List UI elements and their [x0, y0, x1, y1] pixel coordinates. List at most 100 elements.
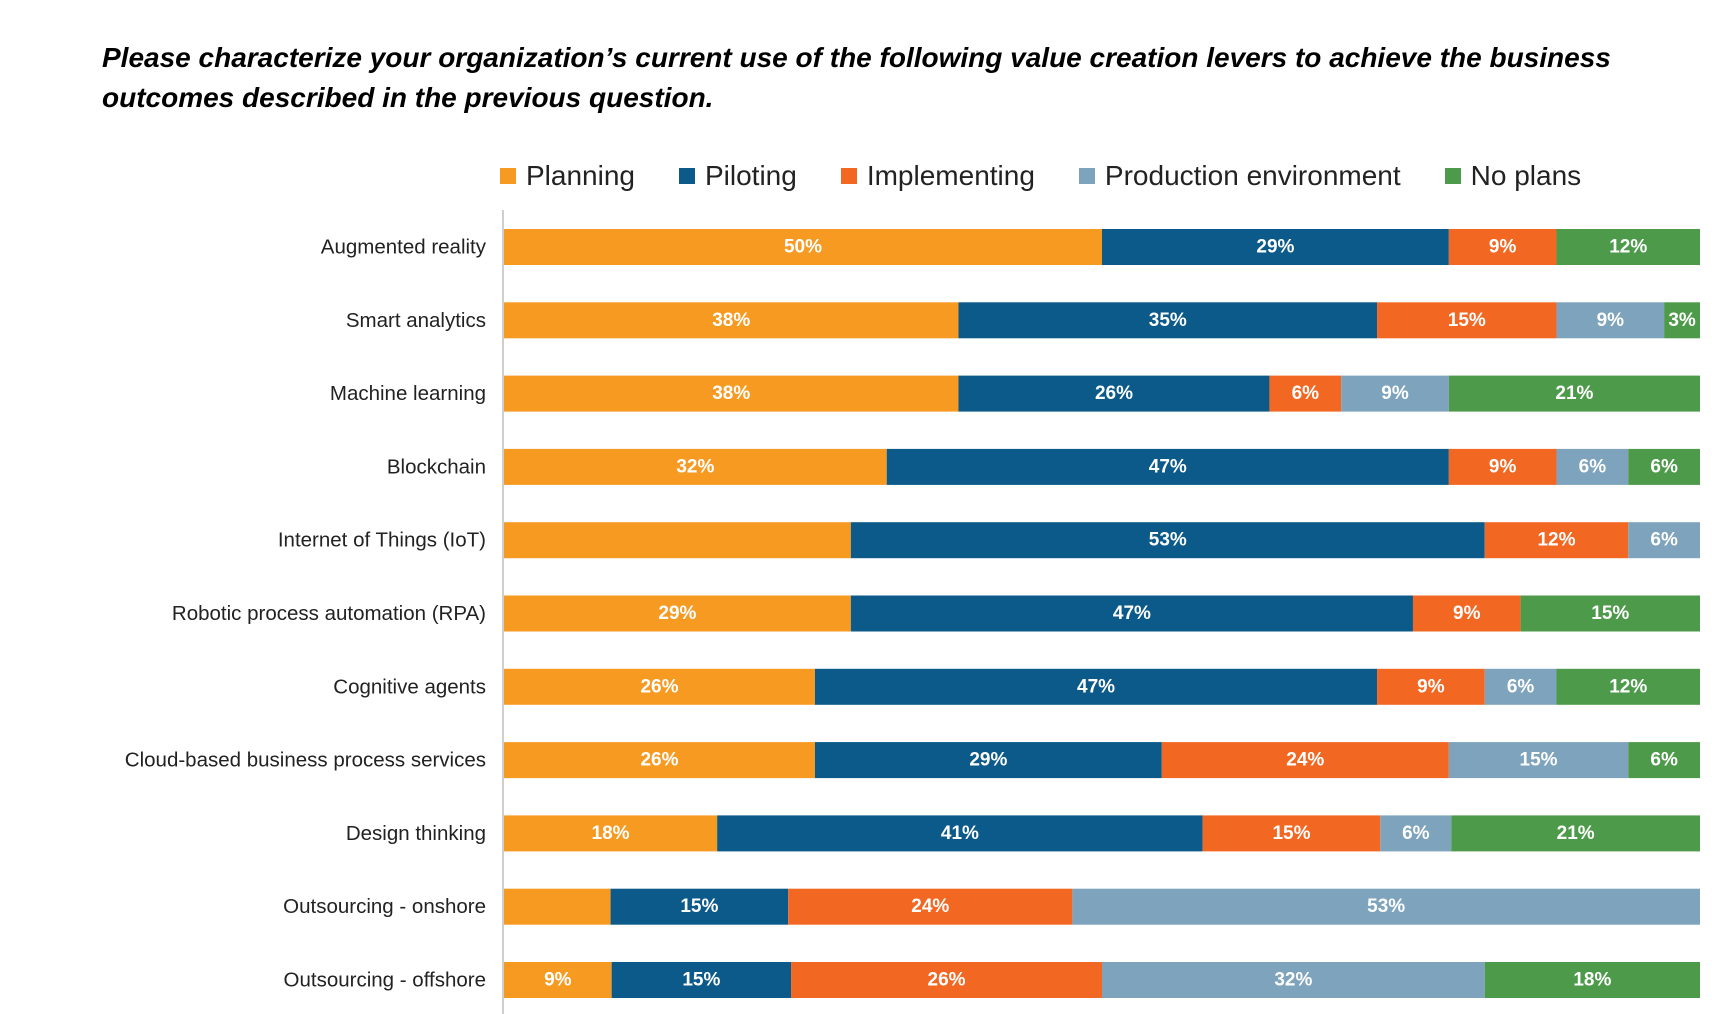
bar-segment-planning	[504, 302, 959, 339]
bar-segment-planning	[504, 229, 1102, 265]
data-label: 24%	[911, 896, 949, 917]
data-label: 38%	[712, 310, 750, 331]
legend-item-production-environment: Production environment	[1078, 160, 1401, 192]
legend-label: Production environment	[1104, 160, 1401, 191]
bar-segment-production-environment	[1102, 962, 1485, 998]
bar-segment-planning	[504, 742, 815, 779]
bar-segment-piloting	[958, 302, 1378, 339]
data-label: 53%	[1367, 896, 1405, 917]
data-label: 29%	[1256, 237, 1294, 258]
data-label: 29%	[969, 750, 1007, 771]
data-label: 12%	[1537, 530, 1575, 551]
bar-segment-planning	[504, 962, 612, 998]
legend-label: No plans	[1470, 160, 1582, 191]
data-label: 21%	[1557, 823, 1595, 844]
bar-segment-implementing	[791, 962, 1102, 998]
data-label: 24%	[1286, 750, 1324, 771]
bar-segment-piloting	[717, 815, 1203, 852]
data-label: 47%	[1077, 676, 1115, 697]
category-label: Outsourcing - offshore	[284, 969, 486, 992]
category-label: Design thinking	[346, 822, 486, 845]
legend-item-no-plans: No plans	[1444, 160, 1582, 192]
data-label: 15%	[682, 970, 720, 991]
data-label: 26%	[928, 970, 966, 991]
data-label: 6%	[1402, 823, 1430, 844]
data-label: 6%	[1507, 676, 1535, 697]
bar-segment-piloting	[958, 375, 1270, 412]
bar-segment-no-plans	[1520, 595, 1700, 632]
bar-segment-production-environment	[1628, 522, 1700, 559]
bar-segment-planning	[504, 375, 959, 412]
bar-segment-piloting	[850, 595, 1413, 632]
legend-swatch	[678, 168, 695, 184]
bar-segment-planning	[504, 522, 851, 559]
bar-segment-no-plans	[1484, 962, 1700, 998]
bar-segment-implementing	[1161, 742, 1449, 779]
bar-segment-implementing	[1269, 375, 1342, 412]
data-label: 38%	[712, 383, 750, 404]
bar-segment-piloting	[886, 448, 1449, 485]
data-label: 9%	[1489, 237, 1517, 258]
data-label: 6%	[1650, 750, 1678, 771]
bar-segment-piloting	[814, 742, 1162, 779]
data-label: 18%	[1573, 970, 1611, 991]
data-label: 32%	[676, 456, 714, 477]
bar-segment-no-plans	[1556, 668, 1700, 705]
data-label: 12%	[1609, 676, 1647, 697]
bar-segment-production-environment	[1380, 815, 1452, 852]
bar-segment-implementing	[1202, 815, 1381, 852]
bar-segment-planning	[504, 595, 851, 632]
legend-label: Piloting	[704, 160, 797, 191]
bar-segment-implementing	[1448, 229, 1557, 265]
legend-swatch	[1078, 168, 1095, 184]
data-label: 29%	[658, 603, 696, 624]
category-label: Internet of Things (IoT)	[278, 529, 486, 552]
bar-segment-planning	[504, 448, 887, 485]
legend-label: Implementing	[866, 160, 1035, 191]
category-label: Blockchain	[387, 455, 486, 478]
data-label: 21%	[1555, 383, 1593, 404]
bar-segment-production-environment	[1484, 668, 1557, 705]
bar-segment-no-plans	[1628, 742, 1700, 779]
bar-segment-production-environment	[1072, 888, 1700, 925]
bar-segment-no-plans	[1628, 448, 1700, 485]
data-label: 15%	[1591, 603, 1629, 624]
data-label: 50%	[784, 237, 822, 258]
data-label: 18%	[592, 823, 630, 844]
bar-segment-no-plans	[1448, 375, 1700, 412]
chart-title: Please characterize your organization’s …	[102, 42, 1611, 113]
bar-segment-planning	[504, 668, 815, 705]
data-label: 9%	[1597, 310, 1625, 331]
data-label: 47%	[1149, 456, 1187, 477]
chart-legend: Planning Piloting Implementing Production e…	[500, 156, 1581, 196]
bar-segment-implementing	[1377, 668, 1485, 705]
data-label: 12%	[1609, 237, 1647, 258]
data-label: 47%	[1113, 603, 1151, 624]
bar-segment-piloting	[610, 888, 789, 925]
legend-swatch	[500, 168, 516, 184]
data-label: 53%	[1149, 530, 1187, 551]
legend-item-planning: Planning	[500, 160, 635, 192]
data-label: 15%	[1448, 310, 1486, 331]
bar-segment-implementing	[1377, 302, 1557, 339]
bar-segment-production-environment	[1556, 448, 1629, 485]
category-label: Outsourcing - onshore	[283, 895, 486, 918]
data-label: 35%	[1149, 310, 1187, 331]
bar-segment-piloting	[611, 962, 792, 998]
bar-segment-implementing	[1448, 448, 1557, 485]
data-label: 9%	[544, 970, 572, 991]
category-label: Robotic process automation (RPA)	[172, 602, 486, 625]
category-label: Machine learning	[330, 382, 486, 405]
data-label: 9%	[1453, 603, 1481, 624]
data-label: 26%	[640, 676, 678, 697]
bar-segment-planning	[504, 815, 718, 852]
data-label: 6%	[1650, 456, 1678, 477]
legend-swatch	[1444, 168, 1461, 184]
bar-segment-no-plans	[1556, 229, 1700, 265]
data-label: 9%	[1417, 676, 1445, 697]
legend-item-implementing: Implementing	[840, 160, 1035, 192]
bar-segment-implementing	[788, 888, 1073, 925]
legend-swatch	[840, 168, 857, 184]
bar-segment-implementing	[1484, 522, 1629, 559]
